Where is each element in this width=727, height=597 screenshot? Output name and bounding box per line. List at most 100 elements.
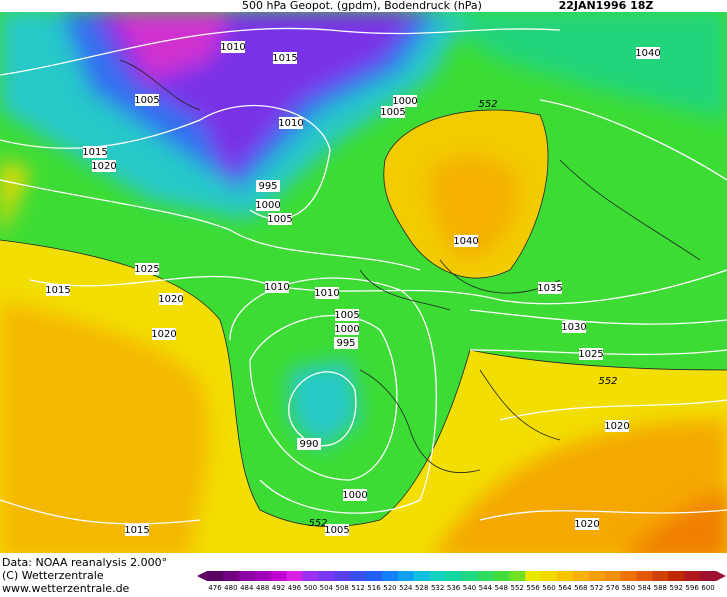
isobar-label: 1000 — [392, 96, 417, 107]
scale-swatch — [413, 571, 431, 581]
scale-label: 536 — [447, 584, 461, 592]
scale-label: 588 — [654, 584, 667, 592]
scale-swatch — [509, 571, 526, 581]
label-box — [83, 146, 107, 158]
label-box — [334, 337, 358, 349]
isobar-label: 1035 — [537, 283, 562, 294]
isobar-label: 995 — [336, 338, 355, 349]
scale-swatch — [445, 571, 462, 581]
scale-swatch — [429, 571, 447, 581]
scale-label: 544 — [479, 584, 493, 592]
scale-label: 516 — [367, 584, 381, 592]
scale-label: 572 — [590, 584, 603, 592]
label-box — [454, 235, 478, 247]
scale-swatch — [381, 571, 399, 581]
isobar-label: 1015 — [45, 285, 70, 296]
label-box — [273, 52, 297, 64]
isobar-label: 1005 — [334, 310, 359, 321]
scale-label: 492 — [272, 584, 285, 592]
scale-swatch — [366, 571, 383, 581]
label-box — [279, 117, 303, 129]
scale-label: 532 — [431, 584, 444, 592]
scale-label: 560 — [542, 584, 555, 592]
scale-swatch — [207, 571, 224, 581]
footer-copyright: (C) Wetterzentrale — [2, 569, 104, 582]
scale-swatch — [700, 571, 717, 581]
isobar-label: 1010 — [278, 118, 303, 129]
isobar-label: 1020 — [151, 329, 176, 340]
scale-label: 504 — [320, 584, 334, 592]
label-box — [343, 489, 367, 501]
isobar-label: 990 — [299, 439, 318, 450]
label-box — [297, 438, 321, 450]
scale-swatch — [302, 571, 319, 581]
scale-label: 596 — [685, 584, 699, 592]
color-scale: 476 480 484 488 492 496 500 504 508 512 516 520 524 5… — [197, 571, 726, 592]
scale-label: 524 — [399, 584, 413, 592]
isobar-label: 1020 — [91, 161, 116, 172]
scale-swatch — [477, 571, 494, 581]
isobar-label: 1000 — [255, 200, 280, 211]
label-box — [265, 281, 289, 293]
scale-swatch — [334, 571, 351, 581]
label-box — [538, 282, 562, 294]
scale-label: 564 — [558, 584, 572, 592]
scale-label: 600 — [701, 584, 714, 592]
label-box — [315, 287, 339, 299]
isobar-label: 1005 — [267, 214, 292, 225]
label-box — [562, 321, 586, 333]
scale-swatch — [461, 571, 478, 581]
label-box — [575, 518, 599, 530]
scale-label: 508 — [336, 584, 349, 592]
scale-swatch — [350, 571, 367, 581]
scale-label: 576 — [606, 584, 620, 592]
contour-label: 552 — [478, 99, 497, 110]
label-box — [268, 213, 292, 225]
scale-swatch — [525, 571, 542, 581]
scale-swatch — [620, 571, 637, 581]
scale-label: 484 — [240, 584, 254, 592]
scale-label: 528 — [415, 584, 428, 592]
scale-swatch — [604, 571, 622, 581]
isobar-label: 1015 — [272, 53, 297, 64]
label-box — [381, 106, 405, 118]
scale-swatch — [572, 571, 590, 581]
label-box — [159, 293, 183, 305]
isobar-label: 1040 — [453, 236, 478, 247]
scale-swatch — [684, 571, 701, 581]
isobar-label: 1005 — [134, 95, 159, 106]
scale-swatch — [286, 571, 303, 581]
isobar-label: 1025 — [578, 349, 603, 360]
scale-swatch — [636, 571, 653, 581]
isobar-label: 995 — [258, 181, 277, 192]
scale-swatch — [318, 571, 335, 581]
isobar-label: 1010 — [220, 42, 245, 53]
footer-source: Data: NOAA reanalysis 2.000° — [2, 556, 167, 569]
footer-url: www.wetterzentrale.de — [2, 582, 130, 593]
label-box — [256, 180, 280, 192]
label-box — [325, 524, 349, 536]
isobar-label: 1020 — [574, 519, 599, 530]
isobar-label: 1005 — [380, 107, 405, 118]
scale-label: 476 — [208, 584, 222, 592]
label-box — [221, 41, 245, 53]
isobar-label: 1025 — [134, 264, 159, 275]
label-box — [335, 309, 359, 321]
label-box — [579, 348, 603, 360]
isobar-label: 1020 — [158, 294, 183, 305]
scale-swatch — [270, 571, 288, 581]
scale-swatch — [668, 571, 685, 581]
isobar-label: 1005 — [324, 525, 349, 536]
scale-label: 580 — [622, 584, 635, 592]
isobar-label: 1020 — [604, 421, 629, 432]
scale-label: 568 — [574, 584, 587, 592]
label-box — [636, 47, 660, 59]
scale-label: 488 — [256, 584, 269, 592]
scale-label: 512 — [351, 584, 364, 592]
scale-arrow-right — [716, 571, 726, 581]
scale-label: 540 — [463, 584, 476, 592]
scale-label: 480 — [224, 584, 237, 592]
scale-swatch — [238, 571, 256, 581]
